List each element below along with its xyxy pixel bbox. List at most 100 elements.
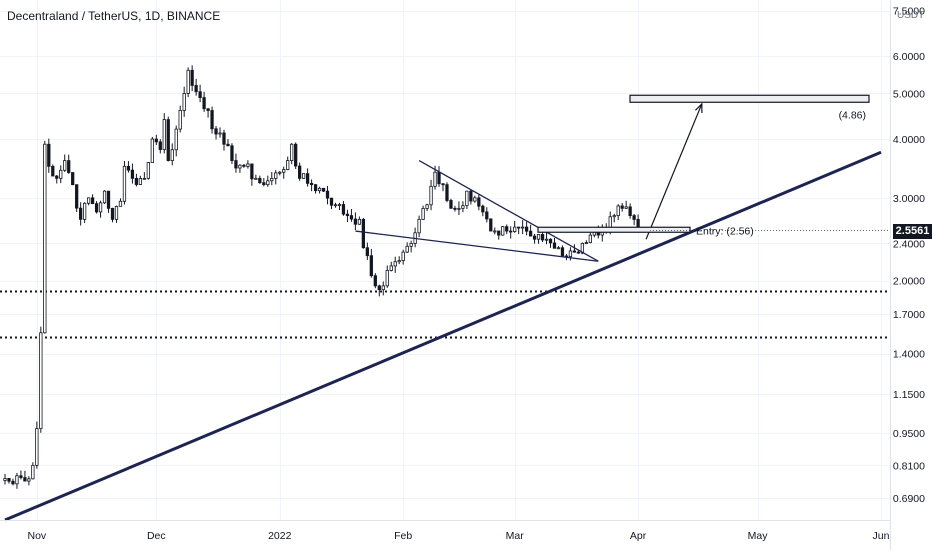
candle-body	[361, 218, 365, 249]
currency-label: USDT	[897, 10, 925, 21]
candle	[349, 208, 354, 222]
candle	[258, 175, 262, 184]
last-price-tag: 2.5561	[893, 224, 932, 239]
candle	[477, 194, 481, 211]
candle-body	[329, 197, 334, 206]
candle	[341, 201, 346, 216]
annotations: (4.86) Entry: (2.56)	[537, 94, 890, 237]
candle-body	[381, 285, 385, 291]
candle-body	[146, 162, 150, 179]
candle-body	[130, 169, 135, 179]
candle-body	[353, 218, 358, 225]
candle-body	[174, 128, 178, 151]
candle-body	[162, 119, 166, 150]
candle	[110, 207, 115, 223]
candle-body	[178, 110, 182, 130]
candle	[612, 213, 616, 223]
candle-body	[83, 202, 87, 220]
candle-body	[465, 190, 469, 207]
candle	[138, 175, 143, 186]
candle	[286, 156, 290, 171]
candle	[584, 240, 588, 245]
candle	[497, 230, 501, 240]
candle	[329, 197, 334, 210]
candle	[505, 224, 509, 235]
candle-body	[194, 85, 198, 93]
candle	[158, 139, 162, 154]
candle	[628, 203, 632, 219]
candle	[616, 204, 620, 221]
candle	[134, 173, 139, 187]
candle-body	[154, 138, 158, 143]
candle-body	[222, 132, 226, 145]
candle	[409, 240, 413, 253]
candle	[250, 163, 254, 186]
target-label: (4.86)	[839, 109, 866, 121]
candle	[290, 143, 294, 165]
candle-body	[540, 234, 545, 241]
y-tick-label: 0.6900	[893, 493, 925, 505]
candle	[90, 194, 95, 205]
candle-body	[218, 132, 222, 135]
candle	[43, 140, 47, 334]
candle-body	[337, 204, 342, 206]
wedge-upper-line	[418, 160, 599, 262]
candle	[509, 226, 513, 239]
candle-body	[262, 182, 266, 186]
candle	[222, 129, 226, 151]
candle-body	[35, 428, 39, 466]
candle	[441, 183, 445, 192]
candle-body	[122, 165, 127, 202]
candle-body	[114, 205, 119, 220]
candle	[298, 162, 302, 181]
candle	[365, 242, 369, 260]
candle	[513, 220, 517, 233]
candle	[274, 170, 278, 185]
candle-body	[182, 93, 186, 111]
candle-body	[230, 145, 234, 161]
candle	[294, 142, 298, 169]
candle-body	[234, 160, 238, 169]
candle	[162, 113, 166, 154]
candle-body	[274, 172, 278, 179]
candle-body	[298, 165, 302, 179]
candle-body	[517, 226, 521, 229]
candle-body	[290, 143, 294, 161]
candle	[11, 478, 15, 486]
candle	[182, 86, 186, 117]
candle	[234, 153, 238, 173]
candle	[3, 473, 7, 485]
candle	[485, 207, 489, 223]
candle	[325, 185, 330, 205]
candle	[142, 172, 146, 180]
candle	[401, 249, 405, 265]
candle-body	[138, 177, 143, 185]
candle	[313, 183, 318, 194]
candle-body	[497, 230, 501, 236]
candle	[270, 171, 274, 186]
candle	[465, 190, 469, 210]
candle	[385, 265, 389, 288]
candle	[150, 136, 154, 163]
candle	[170, 143, 174, 166]
candle	[548, 238, 553, 248]
candle-body	[357, 218, 362, 225]
candle	[174, 125, 178, 157]
drawings	[4, 102, 882, 522]
candle-body	[393, 261, 397, 267]
candle	[218, 127, 222, 138]
candle	[588, 232, 592, 244]
target-zone-box	[629, 94, 870, 103]
candle-body	[441, 183, 445, 186]
candle-body	[345, 213, 350, 217]
candle-body	[286, 160, 290, 170]
candle	[473, 195, 477, 203]
candle	[437, 166, 441, 187]
candle-body	[373, 275, 377, 287]
candle	[86, 197, 91, 206]
candle-body	[568, 250, 573, 258]
candle	[489, 218, 493, 232]
candle	[210, 106, 214, 134]
